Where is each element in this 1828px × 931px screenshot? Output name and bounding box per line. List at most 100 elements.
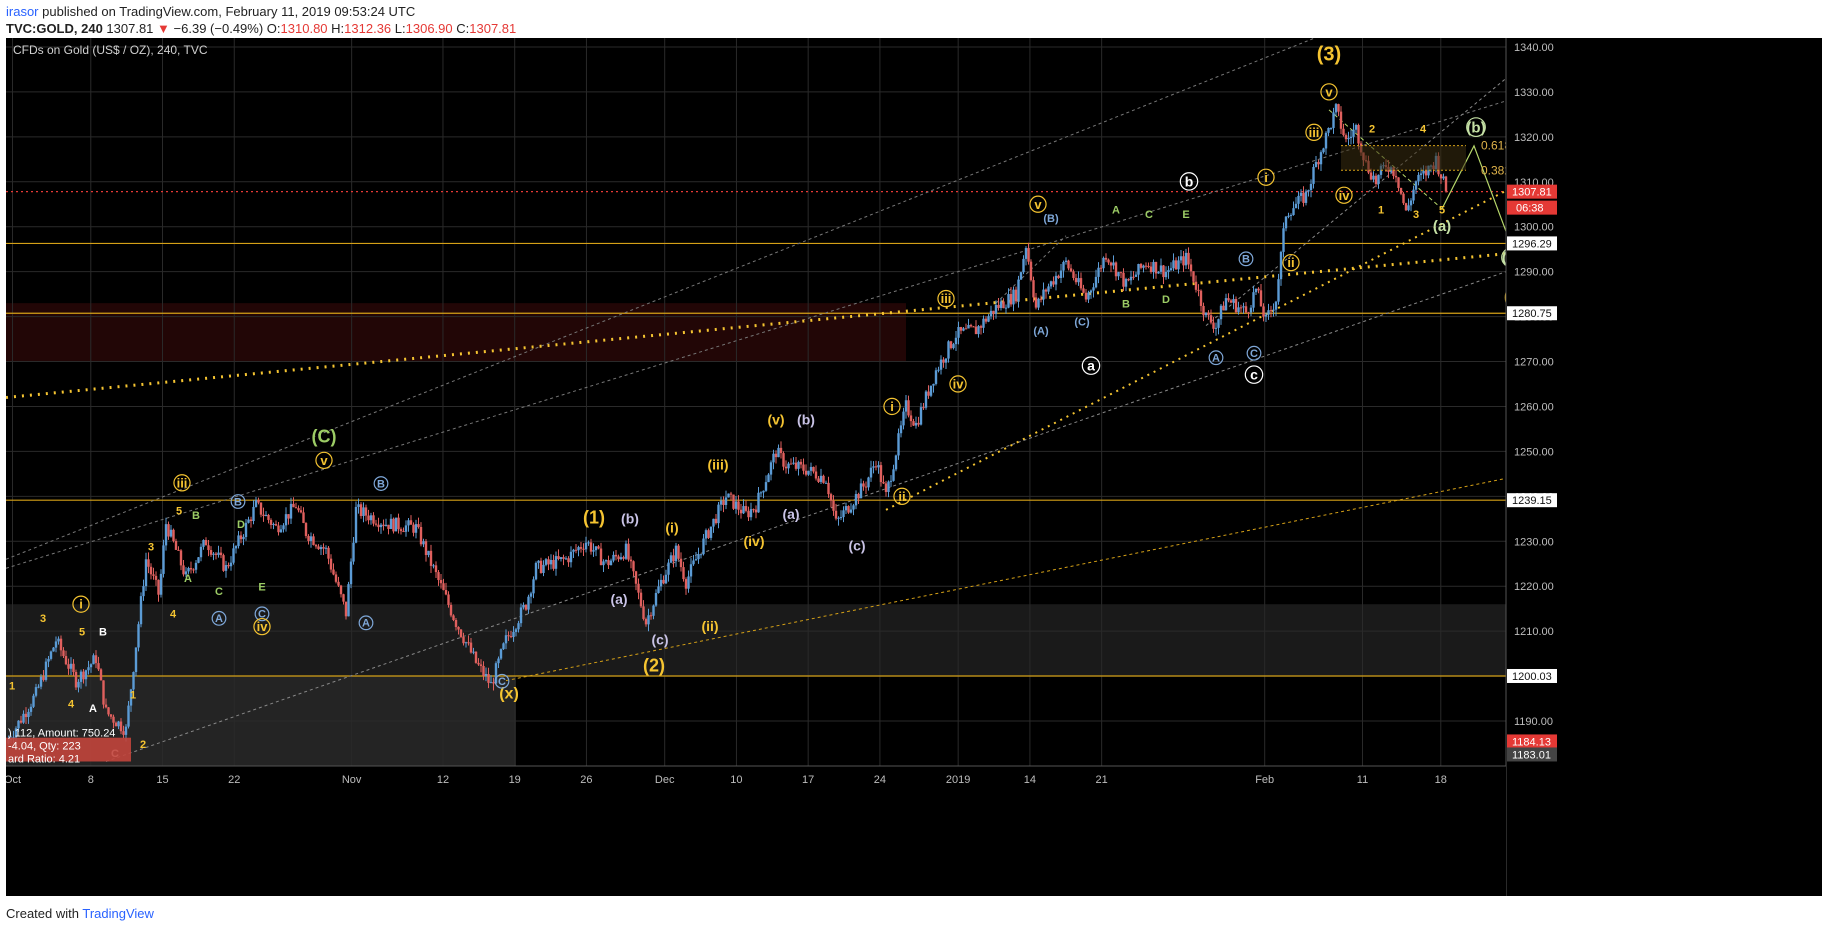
candle-body: [1392, 167, 1395, 176]
wave-label: (i): [665, 519, 678, 535]
candle-body: [1234, 299, 1238, 313]
candle-body: [1009, 294, 1013, 305]
candle-body: [87, 667, 90, 671]
wave-label: i: [1264, 170, 1268, 185]
candle-body: [269, 519, 273, 525]
wave-label: a: [1087, 358, 1095, 374]
wave-label: (iii): [708, 456, 729, 472]
candle-body: [489, 682, 493, 684]
candle-body: [1254, 288, 1258, 293]
candle-body: [852, 505, 855, 510]
wave-label: ii: [898, 489, 905, 504]
candle-body: [187, 568, 190, 572]
wave-label: iii: [941, 291, 952, 306]
candle-body: [1227, 298, 1230, 301]
candles-layer: [7, 103, 1448, 745]
candle-body: [1152, 261, 1155, 273]
candle-body: [749, 509, 753, 518]
candle-body: [352, 542, 355, 562]
candle-body: [937, 369, 940, 371]
candle-body: [912, 421, 915, 426]
candle-body: [159, 573, 163, 595]
candle-body: [1224, 298, 1228, 311]
candle-body: [1244, 306, 1248, 313]
candle-body: [964, 328, 968, 330]
candle-body: [559, 557, 563, 559]
candle-body: [774, 453, 778, 458]
candle-body: [644, 618, 648, 625]
candle-body: [972, 326, 975, 328]
wave-circle: [230, 494, 246, 509]
resistance-zone: [6, 303, 906, 362]
candle-body: [487, 674, 490, 683]
candle-body: [902, 411, 905, 426]
candle-body: [247, 519, 250, 523]
price-chart[interactable]: 0.618(1318.05)0.382(1312.57) (3)viiiivii…: [6, 38, 1822, 896]
candle-body: [237, 535, 240, 547]
candle-body: [934, 370, 938, 384]
candle-body: [832, 500, 835, 511]
candle-body: [799, 461, 803, 465]
candle-body: [507, 635, 510, 637]
candle-body: [782, 453, 785, 467]
candle-body: [1137, 264, 1140, 275]
candle-body: [884, 483, 888, 493]
candle-body: [769, 462, 773, 475]
tradingview-logo[interactable]: TradingView: [82, 906, 154, 921]
price-tick-label: 1340.00: [1514, 42, 1554, 54]
change-value: −6.39 (−0.49%): [173, 21, 264, 36]
time-tick-label: 8: [88, 774, 94, 786]
wave-label: v: [1325, 84, 1333, 99]
candle-body: [109, 714, 113, 717]
candle-body: [174, 541, 178, 550]
candle-body: [909, 415, 913, 422]
wave-circle: [173, 474, 191, 492]
candle-body: [914, 422, 918, 426]
candle-body: [739, 509, 743, 514]
candle-body: [1247, 312, 1250, 314]
candle-body: [974, 326, 978, 335]
wave-circle: [253, 617, 271, 636]
level-tag-bg: [1507, 668, 1557, 683]
wave-label: i: [890, 399, 894, 414]
wave-label: 2: [1369, 123, 1375, 135]
candle-body: [114, 722, 118, 727]
candle-body: [977, 326, 980, 335]
wave-circle: [937, 289, 955, 308]
candle-body: [737, 501, 740, 510]
candle-body: [1329, 127, 1333, 129]
candle-body: [204, 540, 208, 546]
time-axis[interactable]: Oct 8 15 22 Nov 12 19 26 Dec 10 17 24 2019 14 21 Feb 11 1…: [6, 765, 1506, 896]
candle-body: [44, 661, 48, 680]
candle-body: [1044, 289, 1048, 292]
candle-body: [399, 529, 403, 532]
candle-body: [622, 557, 625, 559]
candle-body: [234, 546, 238, 549]
candle-body: [177, 549, 180, 551]
candle-body: [199, 546, 203, 558]
candle-body: [1427, 165, 1430, 176]
candle-body: [834, 510, 838, 519]
open-label: O:: [266, 21, 281, 36]
candle-body: [979, 326, 983, 328]
candle-body: [547, 559, 550, 565]
candle-body: [652, 605, 655, 616]
candle-body: [519, 607, 523, 624]
price-tag-label: 1307.81: [1512, 187, 1552, 199]
candle-body: [497, 658, 500, 664]
candle-body: [437, 572, 440, 581]
author-link[interactable]: irasor: [6, 4, 39, 19]
candle-body: [987, 316, 990, 322]
chart-area[interactable]: 0.618(1318.05)0.382(1312.57) (3)viiiivii…: [6, 38, 1822, 896]
wave-circle: [1466, 117, 1486, 138]
candle-body: [417, 524, 420, 527]
candle-body: [1317, 162, 1320, 165]
wave-circle: [893, 487, 911, 505]
candle-body: [747, 510, 750, 518]
footer: Created with TradingView: [6, 906, 154, 921]
candle-body: [32, 695, 35, 707]
candle-body: [584, 542, 588, 550]
candle-body: [1177, 260, 1180, 270]
candle-body: [119, 721, 123, 732]
price-axis[interactable]: 1190.001200.001210.001220.001230.001240.…: [1505, 38, 1822, 896]
